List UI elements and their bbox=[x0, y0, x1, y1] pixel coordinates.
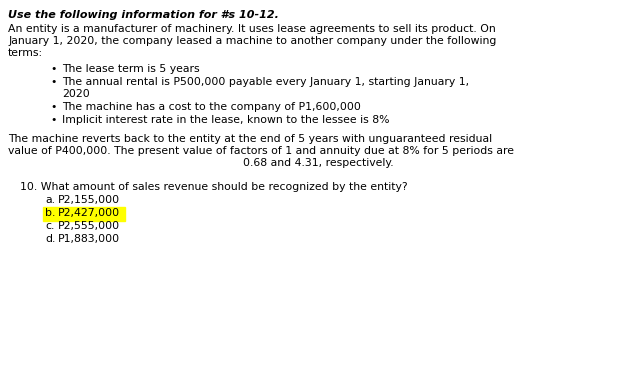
Text: value of P400,000. The present value of factors of 1 and annuity due at 8% for 5: value of P400,000. The present value of … bbox=[8, 146, 514, 156]
Text: 2020: 2020 bbox=[62, 89, 90, 99]
Text: •: • bbox=[50, 115, 57, 125]
Text: P2,155,000: P2,155,000 bbox=[58, 195, 120, 205]
Text: P1,883,000: P1,883,000 bbox=[58, 234, 120, 244]
Text: b.: b. bbox=[45, 208, 55, 218]
Text: a.: a. bbox=[45, 195, 55, 205]
Text: 0.68 and 4.31, respectively.: 0.68 and 4.31, respectively. bbox=[243, 158, 394, 168]
Text: P2,555,000: P2,555,000 bbox=[58, 221, 120, 231]
Text: P2,427,000: P2,427,000 bbox=[58, 208, 120, 218]
Bar bbox=[43, 207, 125, 221]
Text: terms:: terms: bbox=[8, 48, 43, 58]
Text: Use the following information for #s 10-12.: Use the following information for #s 10-… bbox=[8, 10, 279, 20]
Text: •: • bbox=[50, 64, 57, 74]
Text: •: • bbox=[50, 77, 57, 87]
Text: c.: c. bbox=[45, 221, 54, 231]
Text: d.: d. bbox=[45, 234, 55, 244]
Text: An entity is a manufacturer of machinery. It uses lease agreements to sell its p: An entity is a manufacturer of machinery… bbox=[8, 24, 496, 34]
Text: The lease term is 5 years: The lease term is 5 years bbox=[62, 64, 199, 74]
Text: The annual rental is P500,000 payable every January 1, starting January 1,: The annual rental is P500,000 payable ev… bbox=[62, 77, 469, 87]
Text: 10. What amount of sales revenue should be recognized by the entity?: 10. What amount of sales revenue should … bbox=[20, 182, 408, 192]
Text: The machine has a cost to the company of P1,600,000: The machine has a cost to the company of… bbox=[62, 102, 361, 112]
Text: Implicit interest rate in the lease, known to the lessee is 8%: Implicit interest rate in the lease, kno… bbox=[62, 115, 389, 125]
Text: The machine reverts back to the entity at the end of 5 years with unguaranteed r: The machine reverts back to the entity a… bbox=[8, 134, 492, 144]
Text: January 1, 2020, the company leased a machine to another company under the follo: January 1, 2020, the company leased a ma… bbox=[8, 36, 496, 46]
Text: •: • bbox=[50, 102, 57, 112]
